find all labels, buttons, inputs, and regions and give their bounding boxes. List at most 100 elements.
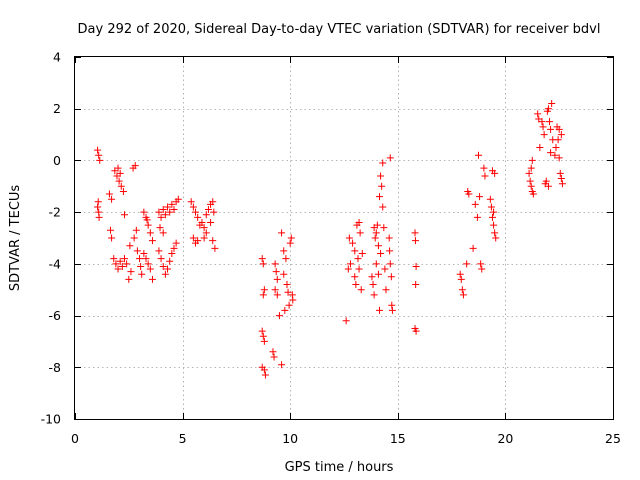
data-point — [372, 229, 380, 237]
data-point — [386, 260, 394, 268]
data-point — [486, 195, 494, 203]
data-point — [130, 234, 138, 242]
data-point — [278, 361, 286, 369]
data-point — [138, 270, 146, 278]
data-point — [204, 206, 212, 214]
data-point — [94, 146, 102, 154]
data-point — [146, 229, 154, 237]
data-point — [270, 353, 278, 361]
data-point — [126, 242, 134, 250]
data-point — [170, 244, 178, 252]
data-point — [194, 213, 202, 221]
x-tick-label: 10 — [282, 431, 298, 446]
y-tick-label: 4 — [53, 50, 61, 65]
data-point — [540, 131, 548, 139]
data-point — [164, 203, 172, 211]
data-point — [547, 149, 555, 157]
data-point — [527, 164, 535, 172]
data-point — [107, 226, 115, 234]
data-point — [108, 234, 116, 242]
data-point — [94, 203, 102, 211]
data-point — [259, 332, 267, 340]
data-point — [490, 208, 498, 216]
data-point — [379, 203, 387, 211]
data-point — [286, 239, 294, 247]
data-point — [456, 270, 464, 278]
data-point — [387, 273, 395, 281]
data-point — [552, 144, 560, 151]
data-point — [119, 187, 127, 195]
data-point — [108, 195, 116, 203]
data-point — [557, 131, 565, 139]
data-point — [376, 193, 384, 201]
data-point — [116, 257, 124, 265]
data-point — [95, 151, 103, 159]
data-point — [379, 159, 387, 167]
data-point — [125, 275, 133, 283]
data-point — [259, 260, 267, 268]
data-point — [271, 286, 279, 294]
data-point — [372, 260, 380, 268]
data-point — [527, 182, 535, 190]
data-point — [272, 268, 280, 276]
data-point — [123, 260, 131, 268]
data-point — [189, 234, 197, 242]
x-tick-label: 25 — [605, 431, 621, 446]
data-point — [259, 291, 267, 299]
data-point — [554, 136, 562, 144]
data-point — [157, 213, 165, 221]
data-point — [354, 255, 362, 263]
data-point — [95, 213, 103, 221]
data-point — [155, 208, 163, 216]
data-point — [525, 169, 533, 177]
data-point — [172, 239, 180, 247]
data-point — [548, 100, 556, 108]
data-point — [368, 273, 376, 281]
data-point — [557, 175, 565, 183]
data-point — [538, 118, 546, 126]
data-point — [534, 110, 542, 118]
data-point — [260, 286, 268, 294]
data-point — [542, 177, 550, 185]
data-point — [528, 156, 536, 164]
data-point — [271, 260, 279, 268]
data-point — [258, 255, 266, 263]
data-point — [556, 169, 564, 177]
data-point — [112, 260, 120, 268]
data-point — [351, 247, 359, 255]
data-point — [287, 234, 295, 242]
data-point — [488, 213, 496, 221]
data-point — [457, 275, 465, 283]
data-point — [117, 182, 125, 190]
data-point — [377, 172, 385, 180]
data-point — [381, 265, 389, 273]
y-tick-labels: -10 -8 -6 -4 -2 0 2 4 — [41, 50, 61, 427]
data-point — [349, 239, 357, 247]
y-tick-label: -4 — [49, 256, 62, 271]
data-point — [385, 234, 393, 242]
data-point — [200, 234, 208, 242]
data-point — [275, 312, 283, 320]
data-point — [155, 247, 163, 255]
data-point — [159, 262, 167, 270]
data-point — [344, 265, 352, 273]
data-point — [116, 169, 124, 177]
data-point — [133, 247, 141, 255]
data-point — [114, 265, 122, 273]
x-tick-label: 15 — [390, 431, 406, 446]
data-point — [380, 224, 388, 232]
data-point — [260, 337, 268, 345]
data-point — [148, 237, 156, 245]
data-point — [355, 265, 363, 273]
data-point — [412, 262, 420, 270]
x-axis-title: GPS time / hours — [285, 460, 394, 475]
data-point — [137, 262, 145, 270]
y-axis-title: SDTVAR / TECUs — [8, 185, 23, 292]
data-point — [143, 216, 151, 224]
data-point — [120, 255, 128, 263]
data-point — [412, 327, 420, 335]
data-point — [144, 260, 152, 268]
data-point — [282, 255, 290, 263]
data-point — [356, 229, 364, 237]
data-point — [96, 156, 104, 164]
